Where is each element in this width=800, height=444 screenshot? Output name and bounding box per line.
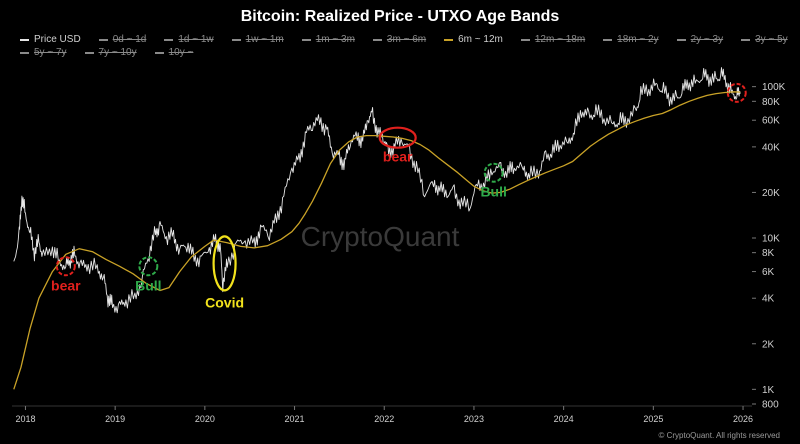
copyright-text: © CryptoQuant. All rights reserved xyxy=(658,431,781,440)
price-usd-line xyxy=(13,67,741,314)
watermark: CryptoQuant xyxy=(301,221,460,252)
annotation-marker xyxy=(726,82,747,103)
x-tick-label: 2022 xyxy=(374,414,394,424)
legend-item[interactable]: 7y ~ 10y xyxy=(84,47,137,58)
legend-swatch xyxy=(444,38,454,41)
legend-swatch xyxy=(676,38,686,41)
legend-label: 10y ~ xyxy=(168,47,194,58)
watermark-text: CryptoQuant xyxy=(301,221,460,252)
x-tick-label: 2025 xyxy=(643,414,663,424)
legend-swatch xyxy=(603,38,613,41)
annotation-marker xyxy=(378,126,417,149)
y-tick-label: 1K xyxy=(762,385,775,396)
legend-item[interactable]: 2y ~ 3y xyxy=(676,34,724,45)
legend-label: 1m ~ 3m xyxy=(315,34,355,45)
y-tick-label: 800 xyxy=(762,400,779,411)
y-tick-label: 8K xyxy=(762,248,775,259)
legend-label: 1w ~ 1m xyxy=(245,34,284,45)
legend-item[interactable]: 1d ~ 1w xyxy=(164,34,214,45)
legend-item[interactable]: 3m ~ 6m xyxy=(372,34,427,45)
legend-swatch xyxy=(20,38,29,41)
legend-label: 7y ~ 10y xyxy=(98,47,137,58)
y-tick-label: 100K xyxy=(762,82,786,93)
legend-label: 2y ~ 3y xyxy=(690,34,724,45)
legend-swatch xyxy=(301,38,311,41)
y-tick-label: 80K xyxy=(762,97,780,108)
legend-label: 12m ~ 18m xyxy=(534,34,586,45)
y-tick-label: 6K xyxy=(762,267,775,278)
legend-item[interactable]: 5y ~ 7y xyxy=(20,47,67,58)
annotation-marker xyxy=(138,256,159,277)
x-tick-label: 2026 xyxy=(733,414,753,424)
legend-swatch xyxy=(154,51,164,54)
annotation-label: Bull xyxy=(135,277,161,293)
y-axis: 100K 80K 60K 40K 20K 10K 8K 6K 4K 2K 1K 800 xyxy=(752,82,786,411)
y-tick-label: 4K xyxy=(762,294,775,305)
legend-item[interactable]: 10y ~ xyxy=(154,47,194,58)
annotation-marker xyxy=(55,256,76,277)
y-tick-label: 2K xyxy=(762,339,775,350)
legend-item[interactable]: 1m ~ 3m xyxy=(301,34,355,45)
annotation-label: bear xyxy=(383,149,413,165)
annotation-marker xyxy=(483,162,504,183)
annotations: bear Bull Covid bear Bull xyxy=(51,82,747,310)
x-tick-label: 2023 xyxy=(464,414,484,424)
legend-label: 6m ~ 12m xyxy=(458,34,503,45)
legend-item[interactable]: 0d ~ 1d xyxy=(98,34,147,45)
legend-label: 3y ~ 5y xyxy=(755,34,788,45)
annotation-label: Covid xyxy=(205,294,244,310)
x-axis: 2018 2019 2020 2021 2022 2023 2024 2025 2026 xyxy=(12,405,753,424)
annotation-marker xyxy=(212,235,237,292)
legend-label: 1d ~ 1w xyxy=(178,34,214,45)
legend-item[interactable]: 1w ~ 1m xyxy=(231,34,284,45)
legend-label: 18m ~ 2y xyxy=(617,34,659,45)
legend-swatch xyxy=(741,38,751,41)
legend-item[interactable]: 3y ~ 5y xyxy=(741,34,788,45)
legend-swatch xyxy=(98,38,108,41)
legend-label: 5y ~ 7y xyxy=(34,47,67,58)
series-layer xyxy=(13,67,741,390)
legend-swatch xyxy=(231,38,241,41)
legend-item[interactable]: Price USD xyxy=(20,34,81,45)
legend-item[interactable]: 12m ~ 18m xyxy=(520,34,586,45)
y-tick-label: 20K xyxy=(762,188,780,199)
realized-price-6m-12m-line xyxy=(13,91,741,390)
chart-title: Bitcoin: Realized Price - UTXO Age Bands xyxy=(240,8,560,25)
chart-legend: Price USD 0d ~ 1d 1d ~ 1w 1w ~ 1m 1m ~ 3m 3m … xyxy=(20,34,790,58)
legend-item[interactable]: 6m ~ 12m xyxy=(444,34,503,45)
legend-swatch xyxy=(20,51,29,54)
legend-swatch xyxy=(520,38,530,41)
y-tick-label: 60K xyxy=(762,116,780,127)
y-tick-label: 10K xyxy=(762,233,780,244)
x-tick-label: 2020 xyxy=(195,414,215,424)
x-tick-label: 2024 xyxy=(554,414,574,424)
legend-label: 0d ~ 1d xyxy=(112,34,147,45)
legend-label: Price USD xyxy=(34,34,81,45)
legend-swatch xyxy=(84,51,94,54)
legend-item[interactable]: 18m ~ 2y xyxy=(603,34,659,45)
legend-label: 3m ~ 6m xyxy=(386,34,427,45)
annotation-label: Bull xyxy=(480,184,506,200)
legend-swatch xyxy=(372,38,382,41)
x-tick-label: 2021 xyxy=(285,414,305,424)
annotation-label: bear xyxy=(51,277,81,293)
legend-swatch xyxy=(164,38,174,41)
x-tick-label: 2019 xyxy=(105,414,125,424)
x-tick-label: 2018 xyxy=(15,414,35,424)
y-tick-label: 40K xyxy=(762,142,780,153)
